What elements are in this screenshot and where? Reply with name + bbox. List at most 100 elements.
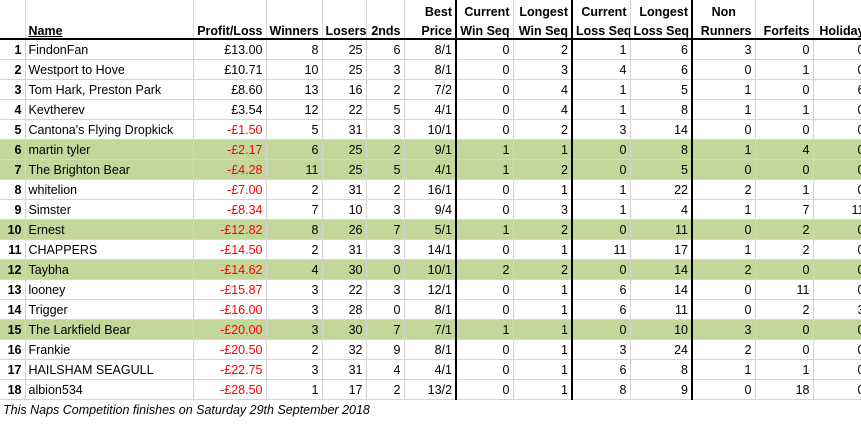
winners-cell: 3 (266, 319, 323, 340)
current-loss-seq-cell: 6 (572, 279, 631, 300)
current-win-seq-cell: 0 (455, 379, 514, 400)
player-name-cell: albion534 (25, 379, 194, 400)
longest-win-seq-cell: 1 (513, 299, 573, 320)
profit-loss-cell: -£7.00 (193, 179, 267, 200)
best-price-cell: 5/1 (404, 219, 457, 240)
seconds-cell: 9 (366, 339, 405, 360)
non-runners-cell: 1 (692, 239, 756, 260)
current-loss-seq-cell: 1 (572, 179, 631, 200)
current-win-seq-cell: 1 (455, 139, 514, 160)
longest-win-seq-cell: 1 (513, 239, 573, 260)
seconds-cell: 3 (366, 239, 405, 260)
forfeits-cell: 2 (755, 299, 814, 320)
rank-cell: 15 (0, 319, 26, 340)
profit-loss-cell: £8.60 (193, 79, 267, 100)
naps-table: Best Current Longest Current Longest Non… (0, 0, 861, 400)
best-price-cell: 7/2 (404, 79, 457, 100)
current-win-seq-cell: 0 (455, 359, 514, 380)
longest-win-seq-cell: 1 (513, 179, 573, 200)
seconds-cell: 0 (366, 299, 405, 320)
header-row-top: Best Current Longest Current Longest Non (0, 0, 861, 19)
current-loss-seq-cell: 4 (572, 59, 631, 80)
current-win-seq-cell: 0 (455, 119, 514, 140)
rank-cell: 14 (0, 299, 26, 320)
seconds-cell: 3 (366, 119, 405, 140)
losers-cell: 30 (322, 319, 367, 340)
forfeits-cell: 0 (755, 119, 814, 140)
longest-win-seq-cell: 2 (513, 159, 573, 180)
player-name-cell: HAILSHAM SEAGULL (25, 359, 194, 380)
profit-loss-cell: £3.54 (193, 99, 267, 120)
current-win-seq-cell: 0 (455, 59, 514, 80)
losers-cell: 31 (322, 239, 367, 260)
losers-cell: 32 (322, 339, 367, 360)
rank-cell: 2 (0, 59, 26, 80)
non-runners-header-top: Non (692, 0, 756, 19)
losers-cell: 31 (322, 119, 367, 140)
best-price-cell: 4/1 (404, 359, 457, 380)
forfeits-cell: 0 (755, 79, 814, 100)
current-win-seq-cell: 1 (455, 319, 514, 340)
holiday-cell: 0 (813, 379, 861, 400)
current-loss-seq-cell: 6 (572, 299, 631, 320)
holiday-cell: 0 (813, 39, 861, 60)
profit-header: Profit/Loss (193, 19, 267, 40)
current-win-seq-cell: 0 (455, 299, 514, 320)
player-name-cell: Cantona's Flying Dropkick (25, 119, 194, 140)
profit-loss-cell: -£14.62 (193, 259, 267, 280)
longest-win-seq-cell: 1 (513, 379, 573, 400)
losers-cell: 30 (322, 259, 367, 280)
winners-cell: 10 (266, 59, 323, 80)
winners-cell: 11 (266, 159, 323, 180)
best-price-cell: 8/1 (404, 39, 457, 60)
seconds-cell: 2 (366, 179, 405, 200)
forfeits-cell: 1 (755, 99, 814, 120)
non-runners-cell: 0 (692, 119, 756, 140)
longest-loss-seq-cell: 11 (630, 219, 693, 240)
rank-cell: 10 (0, 219, 26, 240)
longest-loss-seq-cell: 24 (630, 339, 693, 360)
forfeits-cell: 11 (755, 279, 814, 300)
player-name-cell: martin tyler (25, 139, 194, 160)
player-name-cell: Trigger (25, 299, 194, 320)
longest-loss-seq-cell: 6 (630, 59, 693, 80)
holiday-cell: 0 (813, 59, 861, 80)
current-win-seq-cell: 0 (455, 339, 514, 360)
holiday-cell: 0 (813, 339, 861, 360)
rank-cell: 13 (0, 279, 26, 300)
losers-cell: 17 (322, 379, 367, 400)
winners-cell: 2 (266, 239, 323, 260)
losers-cell: 31 (322, 359, 367, 380)
longest-loss-seq-cell: 10 (630, 319, 693, 340)
longest-loss-header: Loss Seq (630, 19, 693, 40)
best-price-cell: 9/4 (404, 199, 457, 220)
longest-loss-seq-cell: 11 (630, 299, 693, 320)
best-price-cell: 4/1 (404, 159, 457, 180)
longest-win-seq-cell: 1 (513, 339, 573, 360)
holiday-header: Holiday (813, 19, 861, 40)
rank-cell: 11 (0, 239, 26, 260)
losers-cell: 25 (322, 39, 367, 60)
forfeits-cell: 0 (755, 39, 814, 60)
best-price-cell: 10/1 (404, 259, 457, 280)
rank-cell: 4 (0, 99, 26, 120)
seconds-cell: 4 (366, 359, 405, 380)
losers-header: Losers (322, 19, 367, 40)
profit-loss-cell: -£8.34 (193, 199, 267, 220)
non-runners-cell: 0 (692, 279, 756, 300)
rank-cell: 17 (0, 359, 26, 380)
profit-loss-cell: -£14.50 (193, 239, 267, 260)
profit-loss-cell: -£22.75 (193, 359, 267, 380)
current-loss-seq-cell: 3 (572, 119, 631, 140)
non-runners-cell: 2 (692, 179, 756, 200)
longest-loss-seq-cell: 9 (630, 379, 693, 400)
profit-loss-cell: £13.00 (193, 39, 267, 60)
losers-cell: 26 (322, 219, 367, 240)
best-price-cell: 8/1 (404, 339, 457, 360)
seconds-cell: 6 (366, 39, 405, 60)
best-price-cell: 9/1 (404, 139, 457, 160)
player-name-cell: Tom Hark, Preston Park (25, 79, 194, 100)
